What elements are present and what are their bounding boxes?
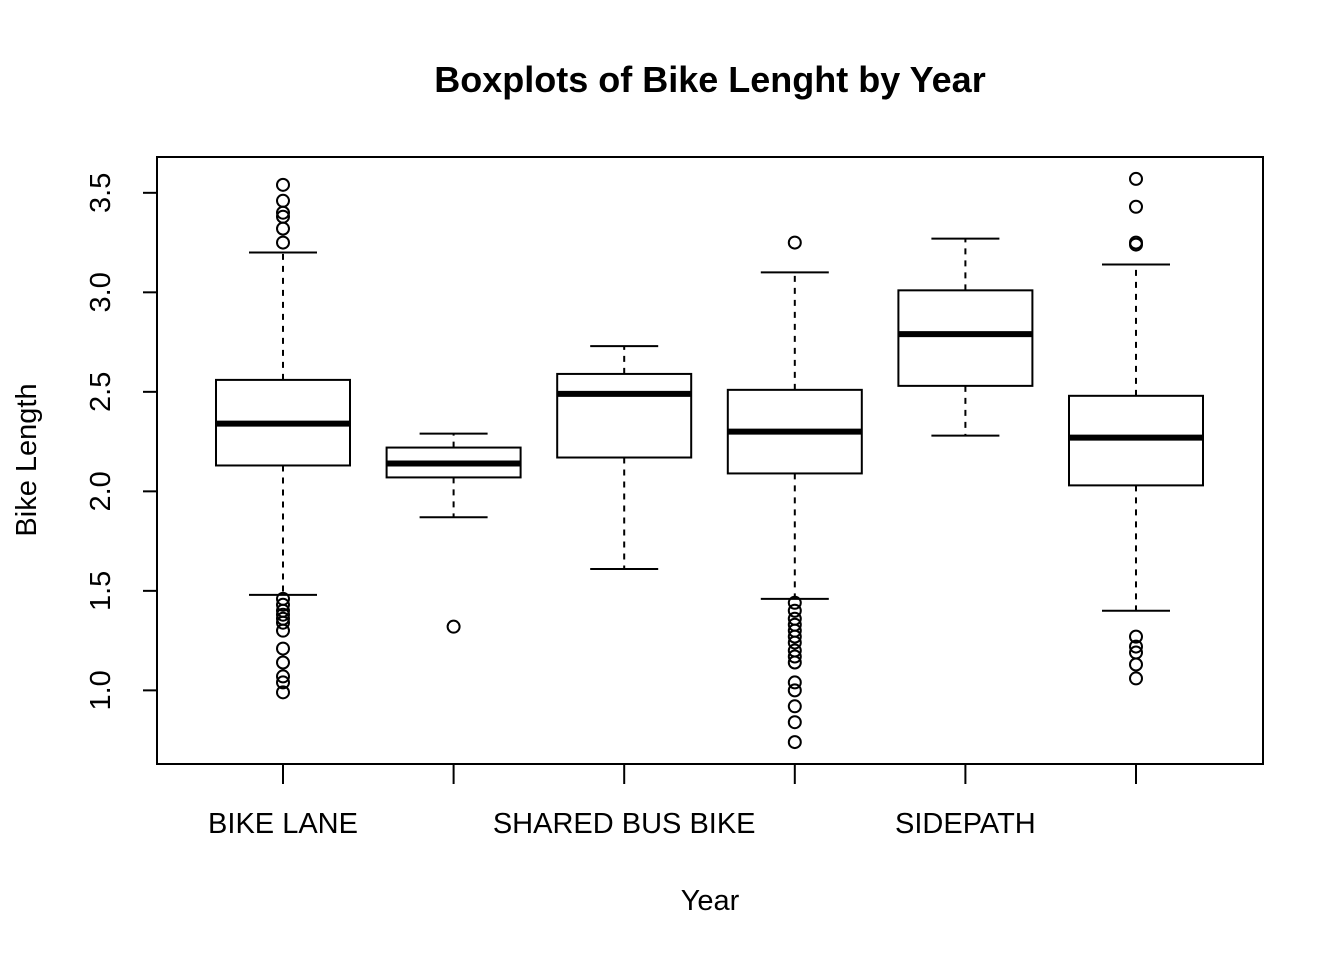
outlier-point (276, 205, 290, 220)
y-axis: 1.0 1.5 2.0 2.5 3.0 3.5 (85, 173, 158, 711)
outlier-point (446, 619, 461, 634)
outlier-point (787, 735, 802, 750)
box-iqr (897, 289, 1034, 387)
outlier-point (787, 649, 802, 664)
outlier-point (787, 683, 802, 698)
y-tick-label: 1.5 (85, 571, 117, 611)
y-tick-label: 3.5 (85, 173, 117, 213)
outlier-point (276, 615, 290, 630)
x-tick-label: BIKE LANE (208, 808, 358, 840)
outlier-point (787, 715, 802, 730)
outlier-point (787, 235, 802, 250)
y-tick-label: 3.0 (85, 272, 117, 312)
outlier-point (787, 635, 802, 650)
outlier-point (787, 603, 802, 618)
outlier-point (1129, 237, 1143, 252)
x-axis-label: Year (681, 885, 740, 917)
box-2 (385, 432, 522, 634)
box-5 (897, 237, 1034, 437)
outlier-point (276, 193, 290, 208)
box-1 (215, 177, 351, 700)
outlier-point (787, 675, 802, 690)
box-3 (556, 345, 693, 570)
outlier-point (1129, 629, 1143, 644)
chart-title: Boxplots of Bike Lenght by Year (434, 59, 985, 100)
outlier-point (276, 641, 290, 656)
outlier-point (787, 595, 802, 610)
x-tick-label: SIDEPATH (895, 808, 1036, 840)
outlier-point (276, 177, 290, 192)
y-tick-label: 2.5 (85, 372, 117, 412)
outlier-point (1129, 657, 1143, 672)
box-iqr (556, 372, 693, 459)
outlier-point (276, 623, 290, 638)
y-axis-label: Bike Length (11, 383, 43, 536)
x-tick-label: SHARED BUS BIKE (493, 808, 756, 840)
outlier-point (1129, 639, 1143, 654)
outlier-point (787, 699, 802, 714)
outlier-point (276, 669, 290, 684)
box-6 (1068, 171, 1204, 686)
y-tick-label: 2.0 (85, 471, 117, 511)
outlier-point (276, 685, 290, 700)
outlier-point (787, 629, 802, 644)
outlier-point (1129, 671, 1143, 686)
outlier-point (1129, 199, 1143, 214)
outlier-point (276, 597, 290, 612)
outlier-point (276, 655, 290, 670)
boxes-group (215, 171, 1204, 750)
outlier-point (276, 607, 290, 622)
outlier-point (276, 675, 290, 690)
outlier-point (1129, 171, 1143, 186)
outlier-point (276, 235, 290, 250)
outlier-point (276, 221, 290, 236)
x-axis: BIKE LANE SHARED BUS BIKE SIDEPATH (208, 763, 1137, 840)
outlier-point (787, 655, 802, 670)
box-4 (726, 235, 863, 750)
y-tick-label: 1.0 (85, 670, 117, 710)
